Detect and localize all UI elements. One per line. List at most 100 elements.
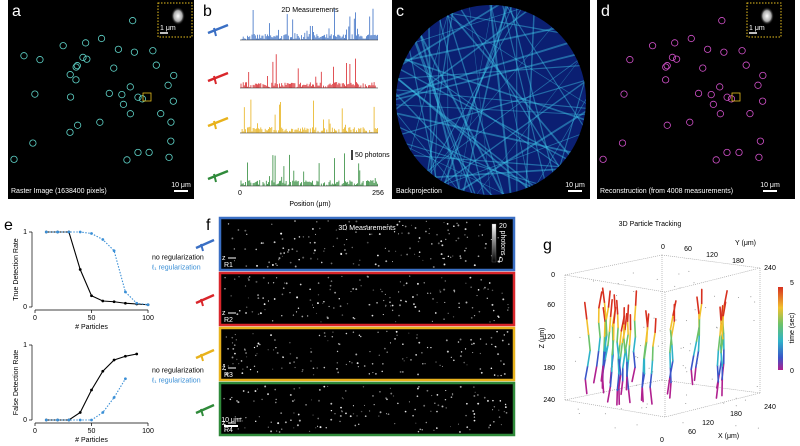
photon-dot [336,350,339,353]
data-point [78,411,82,414]
particle-marker [756,137,765,145]
projection-icon [195,238,215,250]
photon-dot [236,400,238,402]
photon-dot [330,409,333,412]
background-point [635,356,637,358]
photon-dot [355,231,357,234]
background-point [689,350,691,352]
photon-dot [340,252,343,255]
photon-dot [493,420,495,423]
particle-marker [673,55,681,63]
photon-dot [252,333,254,335]
photon-dot [465,221,468,224]
data-point [78,268,82,271]
particle-marker [66,71,74,79]
photon-dot [312,307,315,309]
photon-dot [457,224,460,227]
photon-dot [238,276,240,278]
photon-dot [339,414,342,417]
photon-dot [470,338,473,341]
photon-dot [416,395,419,398]
photon-dot [402,343,404,346]
background-point [723,402,725,404]
y-tick-label: 0 [23,417,27,424]
photon-dot [319,227,321,230]
projection-icon [207,116,229,128]
data-point [78,230,82,234]
particle-marker [126,110,134,118]
track-segment [669,381,672,399]
box-edge [564,274,666,293]
background-point [628,355,630,357]
content: a Raster Image (1638400 pixels) 10 μm 1 μm d… [4,2,796,444]
track-segment [619,330,623,346]
photon-dot [368,373,371,375]
photon-dot [465,301,468,304]
photon-dot [352,287,355,290]
photon-dot [360,410,363,413]
photon-dot [311,228,314,230]
track-segment [609,299,613,318]
photon-dot [293,361,295,363]
photon-dot [436,394,439,396]
photon-dot [345,252,348,255]
photon-dot [352,413,355,415]
photon-dot [308,236,310,238]
photon-dot [416,294,418,296]
photon-dot [275,263,277,265]
photon-dot [450,396,453,399]
photon-dot [231,237,234,240]
photon-dot [453,289,456,292]
photon-dot [422,259,424,261]
photon-dot [436,410,438,413]
photon-dot [293,412,295,414]
photon-dot [348,220,351,223]
track-segment [632,350,636,369]
photon-dot [289,353,292,355]
data-point [112,358,116,362]
photon-dot [464,249,466,252]
background-point [578,413,580,415]
photon-dot [498,316,500,318]
photon-dot [244,229,247,232]
photon-dot [353,317,356,320]
photon-dot [463,361,466,364]
photon-dot [457,341,460,343]
photon-dot [432,298,434,300]
photon-dot [436,427,438,429]
projection-line [396,5,586,141]
row-label: R4 [224,427,233,434]
photon-dot [298,258,300,261]
background-point [636,424,638,426]
particle-marker [727,95,736,103]
photon-dot [384,247,386,249]
track-segment [719,319,723,337]
photon-dot [490,336,493,339]
data-point [78,418,82,422]
photon-dot [235,339,237,341]
photon-dot [278,431,281,433]
photon-dot [377,254,379,257]
photon-dot [498,409,500,411]
photon-dot [224,429,226,431]
photon-dot [242,368,244,370]
background-point [750,296,752,298]
projection-icon-tick [213,75,217,85]
photon-dot [323,250,325,252]
panel-title: 3D Particle Tracking [619,221,682,228]
photon-dot [233,344,236,346]
particle-marker [130,48,138,56]
background-point [652,371,654,373]
photon-dot [380,288,382,290]
photon-dot [247,391,250,393]
photon-dot [280,412,283,415]
photon-dot [224,423,226,426]
row-label: R3 [224,372,233,379]
photon-dot [443,263,446,266]
photon-dot [377,264,380,267]
photon-dot [299,283,302,286]
photon-dot [447,229,449,231]
photon-dot [507,309,509,311]
background-point [735,425,737,427]
photon-dot [227,365,229,367]
